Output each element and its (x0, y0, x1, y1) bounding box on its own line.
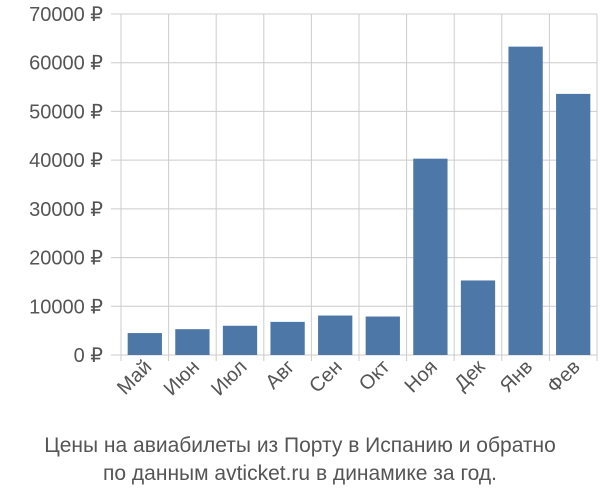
bar-8 (460, 280, 496, 355)
y-tick-label: 60000 ₽ (29, 53, 103, 75)
x-tick-label: Май (113, 356, 156, 399)
chart-caption: Цены на авиабилеты из Порту в Испанию и … (0, 432, 600, 488)
caption-line-2: по данным avticket.ru в динамике за год. (103, 462, 497, 485)
y-tick-label: 70000 ₽ (29, 4, 103, 26)
bar-7 (413, 158, 448, 355)
x-axis: Май Июн Июл Авг Сен Окт Ноя Дек Янв Фев (113, 356, 585, 400)
bar-6 (365, 316, 400, 355)
bar-4 (270, 321, 305, 355)
x-tick-label: Ноя (401, 356, 442, 397)
y-axis: 0 ₽ 10000 ₽ 20000 ₽ 30000 ₽ 40000 ₽ 50000 ₽ 60… (29, 4, 103, 367)
x-tick-label: Фев (543, 356, 585, 398)
x-tick-label: Июл (207, 356, 251, 400)
caption-line-1: Цены на авиабилеты из Порту в Испанию и … (44, 434, 556, 457)
bar-chart: 0 ₽ 10000 ₽ 20000 ₽ 30000 ₽ 40000 ₽ 50000 ₽ 60… (29, 4, 598, 400)
bars (127, 46, 591, 356)
x-tick-label: Дек (450, 356, 489, 395)
x-tick-label: Авг (261, 356, 299, 394)
bar-1 (127, 333, 162, 355)
y-tick-label: 20000 ₽ (29, 248, 103, 270)
x-tick-label: Сен (305, 356, 346, 397)
x-tick-label: Июн (160, 356, 204, 400)
y-tick-label: 0 ₽ (74, 345, 104, 367)
x-tick-label: Янв (496, 356, 537, 397)
bar-10 (556, 93, 591, 356)
y-tick-label: 30000 ₽ (29, 199, 103, 221)
y-tick-label: 40000 ₽ (29, 150, 103, 172)
grid-lines (111, 13, 598, 361)
y-tick-label: 50000 ₽ (29, 101, 103, 123)
bar-2 (175, 329, 210, 355)
bar-5 (318, 315, 353, 355)
y-tick-label: 10000 ₽ (29, 296, 103, 318)
bar-9 (508, 46, 543, 355)
bar-3 (222, 325, 258, 355)
x-tick-label: Окт (355, 356, 394, 395)
